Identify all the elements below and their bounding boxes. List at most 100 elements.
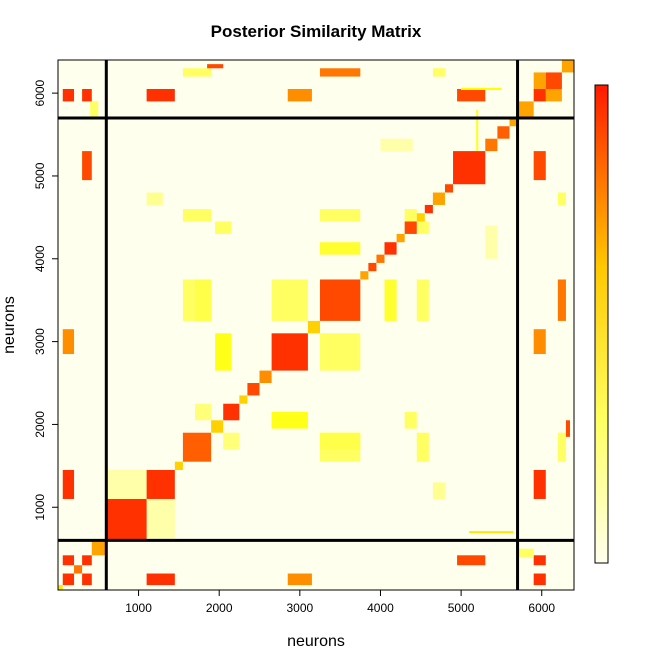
heatmap-cell <box>432 68 445 77</box>
heatmap-cell <box>182 68 212 77</box>
heatmap-cell <box>432 192 445 205</box>
x-tick-label: 5000 <box>448 601 475 615</box>
heatmap-cell <box>416 221 429 234</box>
y-tick-label: 5000 <box>33 162 47 189</box>
heatmap-cell <box>319 333 361 371</box>
heatmap-cell <box>444 184 454 193</box>
heatmap-cell <box>404 221 417 234</box>
heatmap-cell <box>182 432 212 462</box>
heatmap-cell <box>485 138 498 152</box>
x-axis: 1000 2000 3000 4000 5000 6000 <box>125 590 555 615</box>
heatmap-cell <box>319 209 361 222</box>
heatmap-cell <box>106 469 147 499</box>
heatmap-cell <box>533 469 546 499</box>
y-axis: 1000 2000 3000 4000 5000 6000 <box>33 79 58 521</box>
heatmap-cell <box>74 565 83 574</box>
heatmap-cell <box>211 420 224 433</box>
heatmap-cell <box>509 117 518 127</box>
y-tick-label: 2000 <box>33 411 47 438</box>
heatmap-cell <box>146 88 175 102</box>
heatmap-cells <box>58 60 574 590</box>
heatmap-cell <box>416 432 429 462</box>
heatmap-cell <box>384 242 397 255</box>
heatmap-cell <box>557 432 566 462</box>
heatmap-cell <box>360 271 369 280</box>
heatmap-cell <box>259 370 272 384</box>
heatmap-cell <box>533 88 546 102</box>
heatmap-cell <box>62 469 75 499</box>
heatmap-cell <box>90 101 99 118</box>
heatmap-cell <box>368 262 377 272</box>
heatmap-cell <box>146 573 175 586</box>
heatmap-cell <box>215 221 232 234</box>
heatmap-cell <box>319 432 361 450</box>
x-axis-title: neurons <box>287 633 345 650</box>
heatmap-cell <box>62 329 75 355</box>
heatmap-cell <box>271 333 308 371</box>
heatmap-cell <box>533 329 546 355</box>
y-tick-label: 1000 <box>33 494 47 521</box>
heatmap-cell <box>307 320 320 334</box>
heatmap-cell <box>146 469 175 499</box>
heatmap-cell <box>195 403 212 421</box>
x-tick-label: 1000 <box>125 601 152 615</box>
heatmap-cell <box>517 548 534 557</box>
heatmap-cell <box>432 482 445 499</box>
heatmap-cell <box>182 209 212 222</box>
plot-frame <box>57 59 575 591</box>
heatmap-cell <box>561 60 574 73</box>
heatmap-cell <box>91 540 107 556</box>
heatmap-cell <box>545 88 562 102</box>
group-boundaries <box>58 60 574 590</box>
heatmap-cell <box>146 192 163 205</box>
heatmap-cell <box>416 279 429 321</box>
heatmap-cell <box>517 101 534 118</box>
heatmap-cell <box>319 242 361 255</box>
heatmap-cell <box>174 461 183 470</box>
heatmap-cell <box>404 209 417 222</box>
heatmap-cell <box>376 254 385 263</box>
heatmap-cell <box>223 403 240 421</box>
x-tick-label: 4000 <box>367 601 394 615</box>
x-tick-label: 3000 <box>286 601 313 615</box>
heatmap-cell <box>82 573 92 586</box>
heatmap-cell <box>457 555 486 566</box>
heatmap-cell <box>287 88 312 102</box>
y-tick-label: 4000 <box>33 245 47 272</box>
heatmap-cell <box>457 88 486 102</box>
heatmap-cell <box>82 151 92 181</box>
heatmap-cell <box>545 72 562 89</box>
heatmap-cell <box>287 573 312 586</box>
heatmap-cell <box>396 233 405 243</box>
y-tick-label: 6000 <box>33 79 47 106</box>
color-legend-bar <box>594 84 609 564</box>
heatmap-cell <box>319 68 361 77</box>
x-tick-label: 2000 <box>206 601 233 615</box>
heatmap-cell <box>62 555 75 566</box>
heatmap-cell <box>247 383 260 396</box>
heatmap-cell <box>557 279 566 321</box>
heatmap-cell <box>62 573 75 586</box>
y-axis-title: neurons <box>1 296 18 354</box>
heatmap-cell <box>146 498 175 541</box>
heatmap-cell <box>82 88 92 102</box>
heatmap-cell <box>485 225 498 259</box>
x-tick-label: 6000 <box>528 601 555 615</box>
heatmap-cell <box>404 412 417 429</box>
heatmap-cell <box>533 573 546 586</box>
heatmap-cell <box>271 412 308 429</box>
heatmap-cell <box>58 585 63 590</box>
heatmap-cell <box>82 555 92 566</box>
heatmap-cell <box>533 151 546 181</box>
heatmap-cell <box>271 279 308 321</box>
heatmap-cell <box>195 279 212 321</box>
heatmap-cell <box>533 72 546 89</box>
heatmap-cell <box>533 555 546 566</box>
heatmap-cell <box>384 279 397 321</box>
heatmap-cell <box>453 151 486 185</box>
heatmap-cell <box>565 420 570 437</box>
heatmap-cell <box>207 64 224 69</box>
heatmap-cell <box>239 395 248 404</box>
heatmap-cell <box>106 498 147 541</box>
